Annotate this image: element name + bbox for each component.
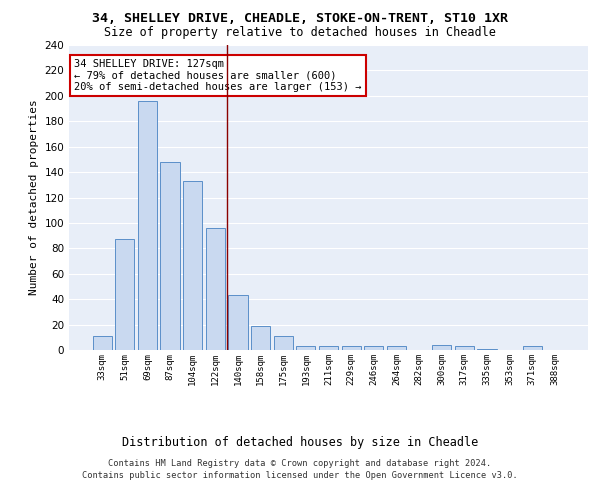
Bar xyxy=(387,346,406,350)
Bar xyxy=(364,346,383,350)
Text: 34 SHELLEY DRIVE: 127sqm
← 79% of detached houses are smaller (600)
20% of semi-: 34 SHELLEY DRIVE: 127sqm ← 79% of detach… xyxy=(74,58,362,92)
Text: Size of property relative to detached houses in Cheadle: Size of property relative to detached ho… xyxy=(104,26,496,39)
Bar xyxy=(251,326,270,350)
Bar xyxy=(455,346,474,350)
Text: Contains HM Land Registry data © Crown copyright and database right 2024.: Contains HM Land Registry data © Crown c… xyxy=(109,460,491,468)
Bar xyxy=(92,336,112,350)
Bar xyxy=(229,296,248,350)
Text: 34, SHELLEY DRIVE, CHEADLE, STOKE-ON-TRENT, ST10 1XR: 34, SHELLEY DRIVE, CHEADLE, STOKE-ON-TRE… xyxy=(92,12,508,26)
Bar xyxy=(115,240,134,350)
Bar xyxy=(341,346,361,350)
Bar xyxy=(206,228,225,350)
Bar xyxy=(477,348,497,350)
Text: Contains public sector information licensed under the Open Government Licence v3: Contains public sector information licen… xyxy=(82,472,518,480)
Y-axis label: Number of detached properties: Number of detached properties xyxy=(29,100,39,296)
Bar xyxy=(319,346,338,350)
Bar xyxy=(523,346,542,350)
Bar xyxy=(138,101,157,350)
Bar xyxy=(160,162,180,350)
Bar xyxy=(183,181,202,350)
Bar xyxy=(296,346,316,350)
Bar xyxy=(432,345,451,350)
Text: Distribution of detached houses by size in Cheadle: Distribution of detached houses by size … xyxy=(122,436,478,449)
Bar xyxy=(274,336,293,350)
